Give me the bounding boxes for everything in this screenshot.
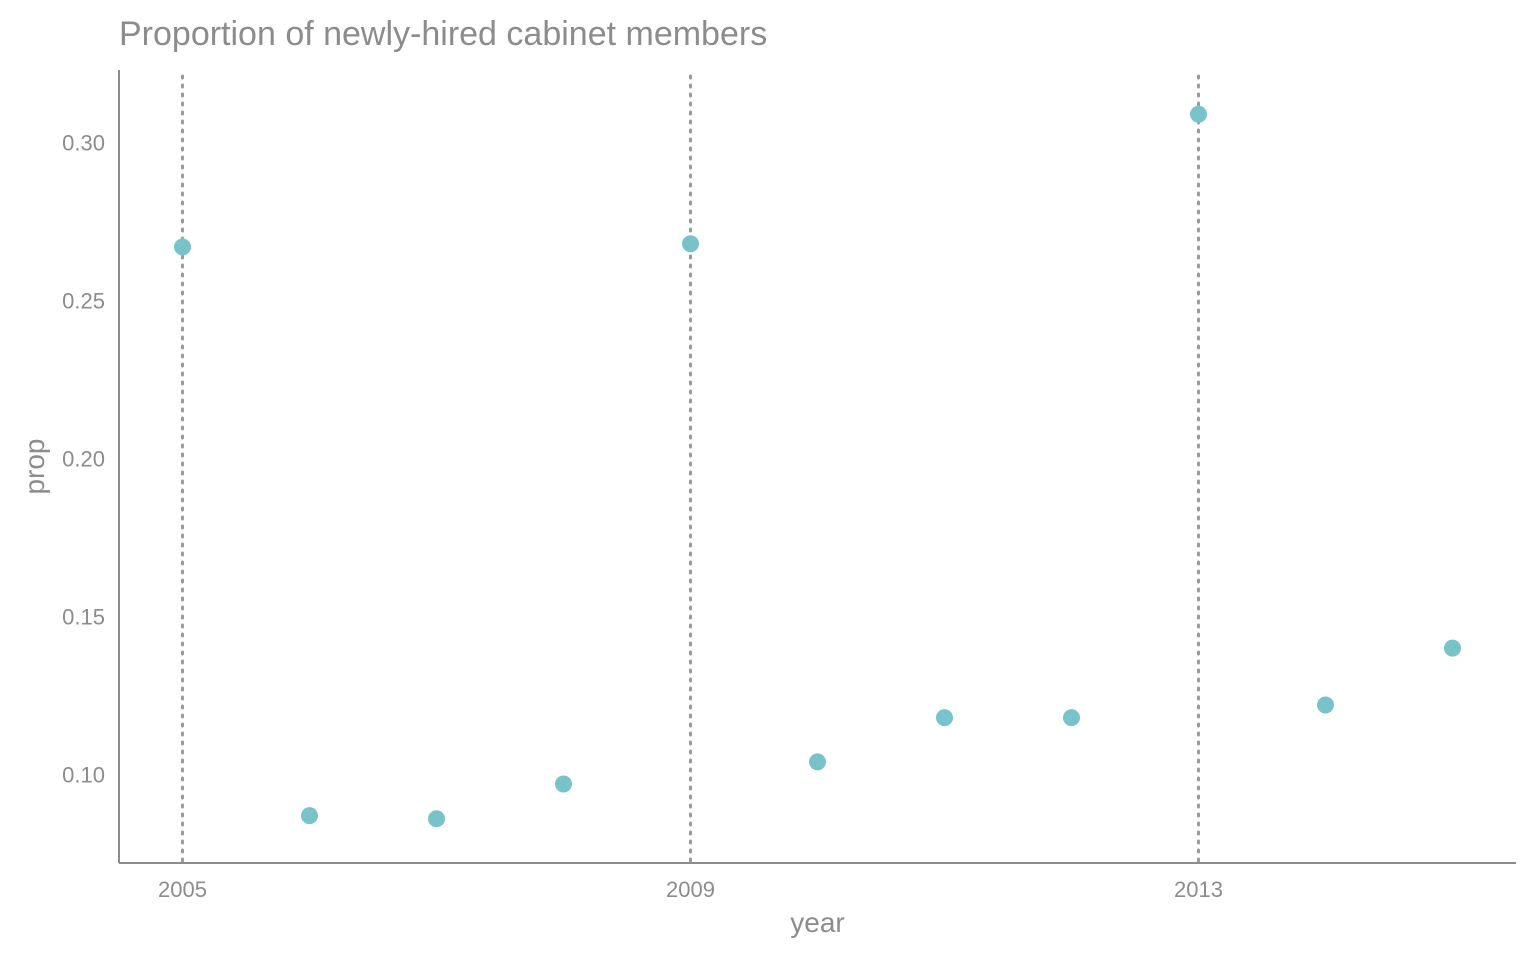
x-tick-label: 2013 — [1174, 877, 1223, 902]
x-axis-label: year — [790, 907, 844, 938]
y-tick-label: 0.25 — [62, 289, 105, 314]
data-point — [174, 238, 191, 256]
x-tick-label: 2005 — [158, 877, 207, 902]
data-point — [301, 807, 318, 825]
data-point — [1190, 105, 1207, 123]
data-point — [682, 235, 699, 253]
vertical-reference-lines — [181, 74, 1200, 863]
data-point — [555, 775, 572, 793]
data-point — [936, 709, 953, 727]
y-tick-label: 0.20 — [62, 447, 105, 472]
chart-title: Proportion of newly-hired cabinet member… — [119, 15, 767, 53]
data-point — [809, 753, 826, 771]
y-tick-label: 0.15 — [62, 605, 105, 630]
data-point — [428, 810, 445, 828]
y-tick-label: 0.10 — [62, 763, 105, 788]
y-tick-label: 0.30 — [62, 131, 105, 156]
data-points — [174, 105, 1461, 828]
y-axis-label: prop — [19, 438, 50, 494]
x-tick-label: 2009 — [666, 877, 715, 902]
data-point — [1063, 709, 1080, 727]
x-axis-ticks: 2005 2009 2013 — [158, 877, 1223, 902]
data-point — [1444, 639, 1461, 657]
data-point — [1317, 696, 1334, 714]
y-axis-ticks: 0.10 0.15 0.20 0.25 0.30 — [62, 131, 105, 788]
